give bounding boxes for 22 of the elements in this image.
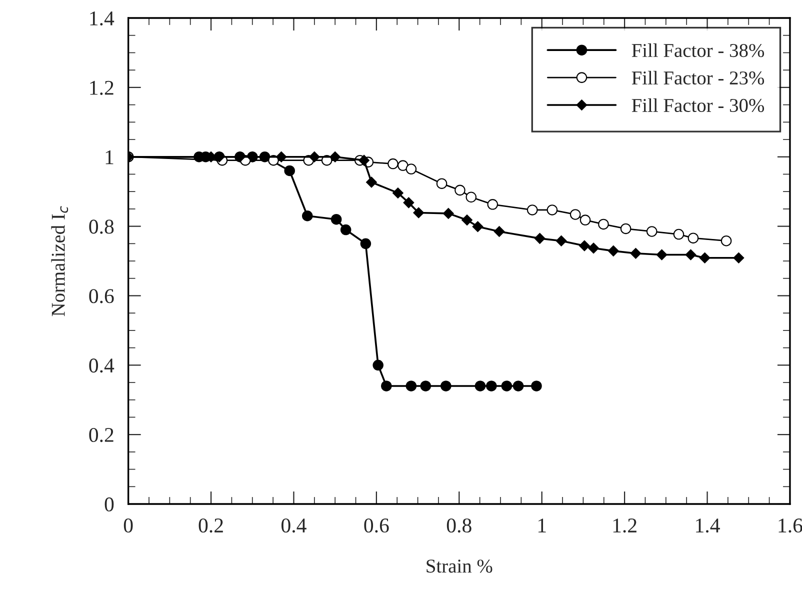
x-tick-label: 1 (538, 518, 546, 532)
x-tick-label: 0.6 (364, 518, 389, 533)
x-tick-label: 1.6 (778, 518, 802, 533)
y-tick-label: 1.2 (90, 80, 114, 95)
x-tick-label: 0.8 (446, 518, 472, 533)
y-tick-label: 0 (104, 497, 114, 512)
x-tick-label: 0 (124, 518, 133, 533)
legend-label: Fill Factor - 23% (632, 70, 764, 85)
y-tick-label: 1 (106, 150, 114, 164)
y-tick-label: 0.4 (89, 358, 114, 373)
y-tick-label: 0.8 (89, 220, 114, 234)
x-axis-title: Strain % (426, 560, 492, 573)
x-tick-label: 1.2 (613, 518, 636, 533)
x-tick-label: 1.4 (696, 518, 720, 533)
x-tick-label: 0.2 (198, 518, 223, 533)
x-tick-label: 0.4 (282, 518, 306, 533)
y-tick-label: 1.4 (90, 11, 114, 26)
y-tick-label: 0.6 (89, 289, 114, 304)
legend-label: Fill Factor - 30% (632, 98, 764, 112)
y-tick-label: 0.2 (89, 428, 114, 442)
y-axis-title: Normalized I$_{c}$ (51, 206, 68, 316)
legend-label: Fill Factor - 38% (632, 43, 764, 58)
